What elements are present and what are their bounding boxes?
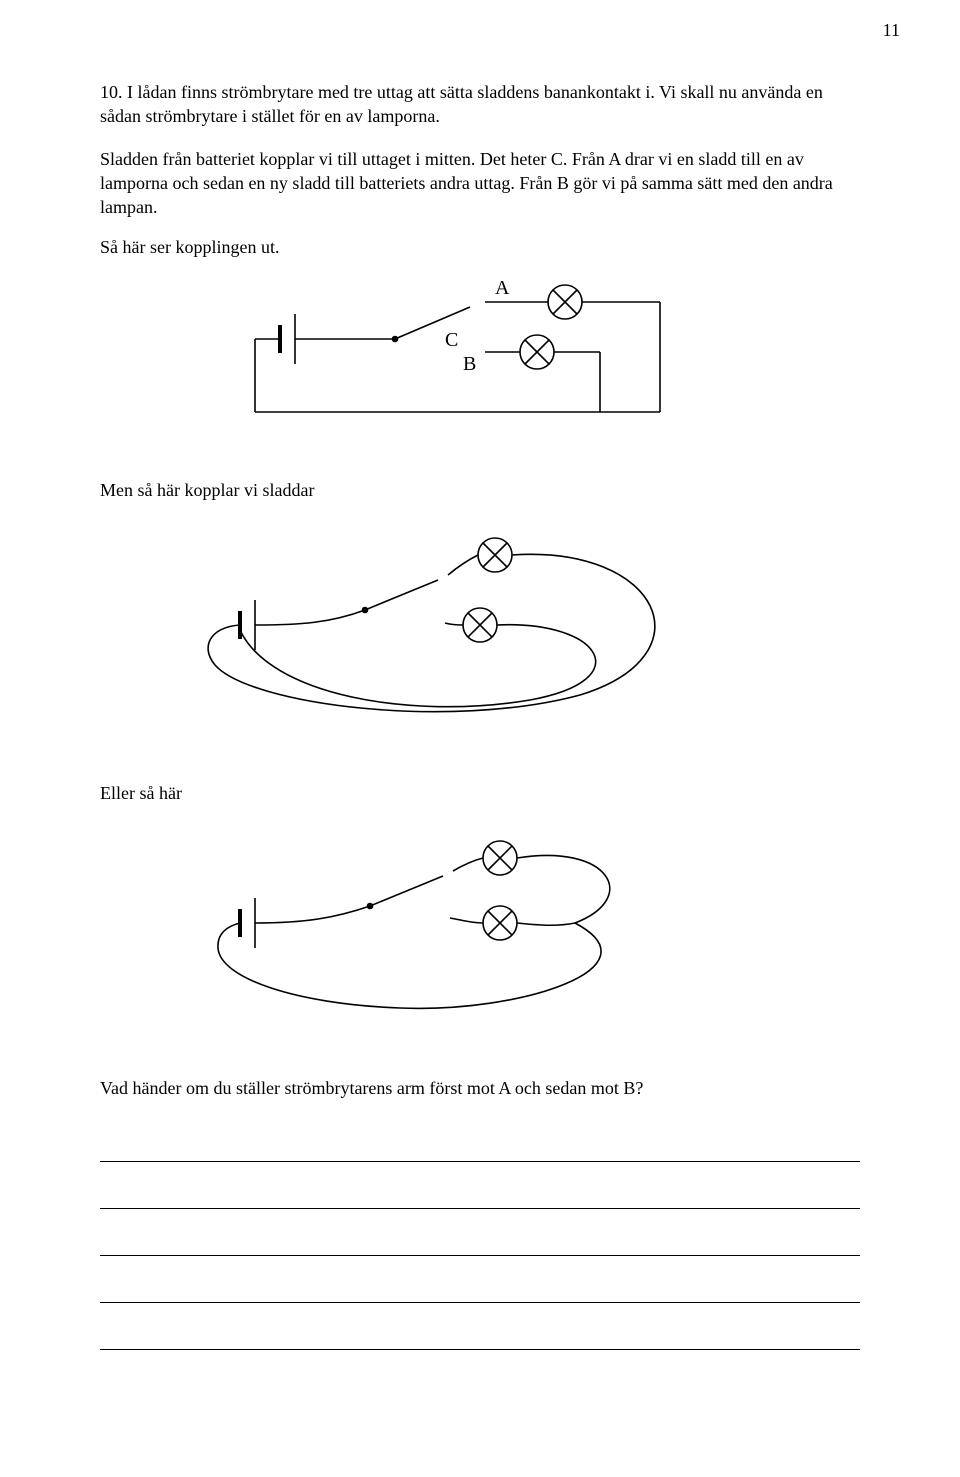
figure-3 <box>100 808 860 1028</box>
label-A: A <box>495 277 510 299</box>
answer-line[interactable] <box>100 1176 860 1209</box>
question-text: Vad händer om du ställer strömbrytarens … <box>100 1076 860 1100</box>
page-number: 11 <box>883 20 900 41</box>
paragraph-1: 10. I lådan finns strömbrytare med tre u… <box>100 80 860 129</box>
figure-2 <box>100 505 860 735</box>
label-C: C <box>445 329 458 351</box>
answer-line[interactable] <box>100 1317 860 1350</box>
answer-line[interactable] <box>100 1270 860 1303</box>
answer-lines <box>100 1129 860 1350</box>
caption-3: Eller så här <box>100 783 860 804</box>
label-B: B <box>463 353 476 375</box>
paragraph-2: Sladden från batteriet kopplar vi till u… <box>100 147 860 220</box>
answer-line[interactable] <box>100 1223 860 1256</box>
caption-1: Så här ser kopplingen ut. <box>100 237 860 258</box>
figure-1: A C B <box>100 262 860 432</box>
caption-2: Men så här kopplar vi sladdar <box>100 480 860 501</box>
answer-line[interactable] <box>100 1129 860 1162</box>
